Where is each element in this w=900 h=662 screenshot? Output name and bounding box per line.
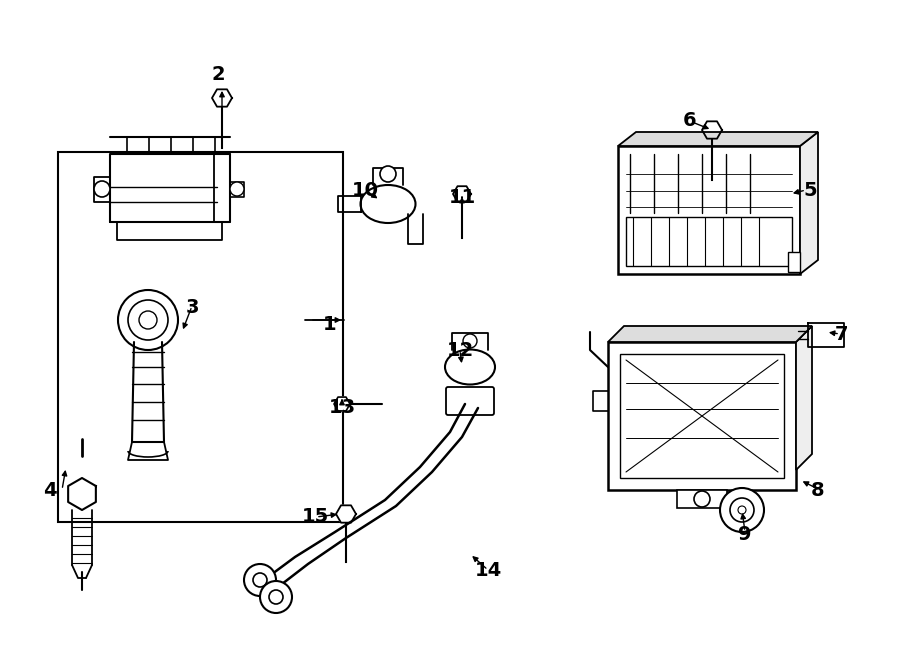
Ellipse shape — [445, 350, 495, 385]
Text: 12: 12 — [446, 340, 473, 359]
Circle shape — [720, 488, 764, 532]
Text: 7: 7 — [835, 324, 849, 344]
Polygon shape — [608, 326, 812, 342]
Text: 11: 11 — [448, 187, 475, 207]
Circle shape — [730, 498, 754, 522]
Circle shape — [253, 573, 267, 587]
Text: 14: 14 — [474, 561, 501, 579]
Polygon shape — [68, 478, 96, 510]
Text: 13: 13 — [328, 397, 356, 416]
Bar — [58, 152, 343, 522]
Polygon shape — [334, 397, 350, 411]
Bar — [618, 146, 800, 274]
Circle shape — [260, 581, 292, 613]
Text: 9: 9 — [738, 524, 752, 544]
Circle shape — [230, 182, 244, 196]
Text: 2: 2 — [212, 64, 225, 83]
Text: 1: 1 — [323, 314, 337, 334]
Ellipse shape — [361, 185, 416, 223]
Text: 15: 15 — [302, 508, 328, 526]
Circle shape — [269, 590, 283, 604]
Circle shape — [139, 311, 157, 329]
Text: 10: 10 — [352, 181, 379, 199]
Circle shape — [94, 181, 110, 197]
Bar — [620, 354, 784, 478]
Bar — [608, 342, 796, 490]
Circle shape — [118, 290, 178, 350]
Circle shape — [380, 166, 396, 182]
Circle shape — [463, 334, 477, 348]
Circle shape — [128, 300, 168, 340]
Bar — [677, 490, 727, 508]
Polygon shape — [618, 132, 818, 146]
FancyBboxPatch shape — [446, 387, 494, 415]
Polygon shape — [800, 132, 818, 274]
Text: 8: 8 — [811, 481, 824, 500]
Circle shape — [738, 506, 746, 514]
Polygon shape — [702, 121, 722, 138]
Text: 6: 6 — [683, 111, 697, 130]
Polygon shape — [336, 505, 356, 523]
Text: 3: 3 — [185, 297, 199, 316]
Circle shape — [694, 491, 710, 507]
Polygon shape — [453, 186, 471, 202]
Circle shape — [244, 564, 276, 596]
Polygon shape — [796, 326, 812, 470]
Polygon shape — [212, 89, 232, 107]
Text: 5: 5 — [803, 181, 817, 199]
Bar — [626, 217, 792, 266]
Bar — [788, 252, 800, 272]
Text: 4: 4 — [43, 481, 57, 500]
